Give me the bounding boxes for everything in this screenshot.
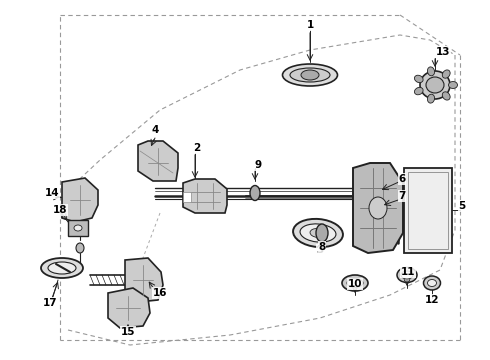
Text: 17: 17 <box>43 298 57 308</box>
Ellipse shape <box>369 197 387 219</box>
Ellipse shape <box>427 67 435 76</box>
Ellipse shape <box>442 92 450 100</box>
Ellipse shape <box>74 225 82 231</box>
Text: 2: 2 <box>194 143 200 153</box>
Text: 13: 13 <box>436 47 450 57</box>
Text: 4: 4 <box>151 125 159 135</box>
Polygon shape <box>68 220 88 236</box>
Text: 18: 18 <box>53 205 67 215</box>
Ellipse shape <box>401 271 413 279</box>
Text: 8: 8 <box>318 242 326 252</box>
Ellipse shape <box>316 224 328 242</box>
Ellipse shape <box>48 262 76 274</box>
Bar <box>404 168 452 253</box>
Ellipse shape <box>427 94 435 103</box>
Text: 12: 12 <box>425 295 439 305</box>
Polygon shape <box>353 163 403 253</box>
Text: 7: 7 <box>398 191 406 201</box>
Ellipse shape <box>283 64 338 86</box>
Ellipse shape <box>41 258 83 278</box>
Polygon shape <box>183 192 191 202</box>
Ellipse shape <box>293 219 343 247</box>
Text: 16: 16 <box>153 288 167 298</box>
Polygon shape <box>62 178 98 222</box>
Polygon shape <box>138 141 178 181</box>
Text: 11: 11 <box>401 267 415 277</box>
Ellipse shape <box>415 87 423 95</box>
Bar <box>408 172 448 249</box>
Text: 5: 5 <box>458 201 466 211</box>
Polygon shape <box>108 288 150 328</box>
Ellipse shape <box>427 279 437 287</box>
Ellipse shape <box>423 276 441 290</box>
Ellipse shape <box>415 75 423 83</box>
Ellipse shape <box>442 70 450 78</box>
Text: 3: 3 <box>317 245 323 255</box>
Ellipse shape <box>310 229 326 238</box>
Ellipse shape <box>426 77 444 93</box>
Text: 1: 1 <box>306 20 314 30</box>
Ellipse shape <box>420 71 450 99</box>
Text: 9: 9 <box>254 160 262 170</box>
Ellipse shape <box>76 243 84 253</box>
Ellipse shape <box>250 185 260 201</box>
Ellipse shape <box>397 267 417 283</box>
Ellipse shape <box>300 224 336 242</box>
Text: 14: 14 <box>45 188 59 198</box>
Ellipse shape <box>347 279 363 288</box>
Polygon shape <box>125 258 163 302</box>
Text: 10: 10 <box>348 279 362 289</box>
Ellipse shape <box>301 70 319 80</box>
Ellipse shape <box>342 275 368 291</box>
Ellipse shape <box>448 81 458 89</box>
Polygon shape <box>183 179 227 213</box>
Ellipse shape <box>290 68 330 82</box>
Text: 6: 6 <box>398 174 406 184</box>
Text: 15: 15 <box>121 327 135 337</box>
